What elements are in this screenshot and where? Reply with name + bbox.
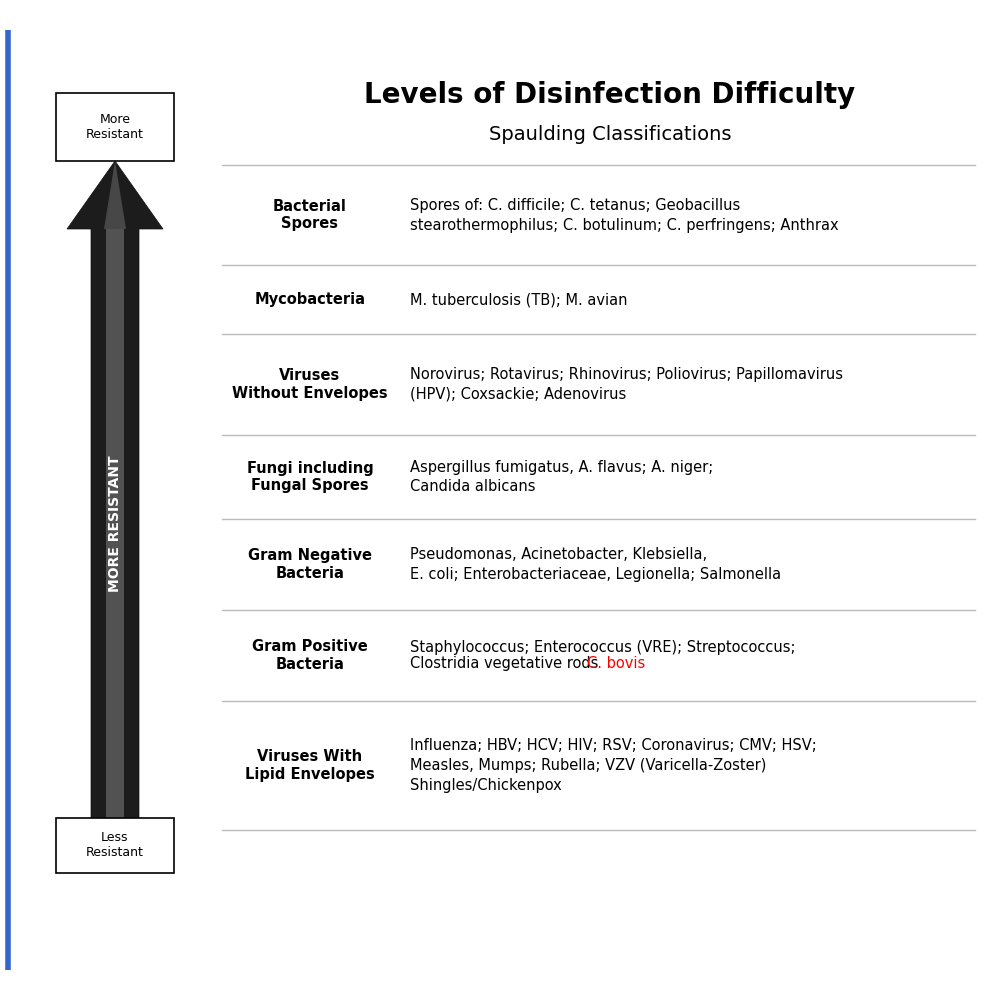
Polygon shape — [67, 161, 163, 818]
Text: M. tuberculosis (TB); M. avian: M. tuberculosis (TB); M. avian — [410, 292, 628, 307]
Text: Aspergillus fumigatus, A. flavus; A. niger;
Candida albicans: Aspergillus fumigatus, A. flavus; A. nig… — [410, 460, 713, 494]
Polygon shape — [104, 161, 126, 229]
Text: Gram Negative
Bacteria: Gram Negative Bacteria — [248, 548, 372, 581]
Text: C. bovis: C. bovis — [587, 656, 645, 671]
Text: Less
Resistant: Less Resistant — [86, 831, 144, 859]
Text: Levels of Disinfection Difficulty: Levels of Disinfection Difficulty — [364, 81, 856, 109]
Text: Viruses
Without Envelopes: Viruses Without Envelopes — [232, 368, 388, 401]
Text: Fungi including
Fungal Spores: Fungi including Fungal Spores — [247, 461, 373, 493]
Text: Bacterial
Spores: Bacterial Spores — [273, 199, 347, 231]
Polygon shape — [106, 229, 124, 818]
Text: Pseudomonas, Acinetobacter, Klebsiella,
E. coli; Enterobacteriaceae, Legionella;: Pseudomonas, Acinetobacter, Klebsiella, … — [410, 547, 781, 582]
Text: Influenza; HBV; HCV; HIV; RSV; Coronavirus; CMV; HSV;
Measles, Mumps; Rubella; V: Influenza; HBV; HCV; HIV; RSV; Coronavir… — [410, 738, 817, 793]
Text: Staphylococcus; Enterococcus (VRE); Streptococcus;: Staphylococcus; Enterococcus (VRE); Stre… — [410, 640, 796, 655]
Text: Norovirus; Rotavirus; Rhinovirus; Poliovirus; Papillomavirus
(HPV); Coxsackie; A: Norovirus; Rotavirus; Rhinovirus; Poliov… — [410, 367, 843, 402]
Text: Gram Positive
Bacteria: Gram Positive Bacteria — [252, 639, 368, 672]
Text: MORE RESISTANT: MORE RESISTANT — [108, 455, 122, 592]
Text: More
Resistant: More Resistant — [86, 113, 144, 141]
FancyBboxPatch shape — [56, 93, 174, 161]
Text: Spores of: C. difficile; C. tetanus; Geobacillus
stearothermophilus; C. botulinu: Spores of: C. difficile; C. tetanus; Geo… — [410, 198, 839, 233]
Text: Clostridia vegetative rods: Clostridia vegetative rods — [410, 656, 608, 671]
Text: Viruses With
Lipid Envelopes: Viruses With Lipid Envelopes — [245, 749, 375, 782]
FancyBboxPatch shape — [56, 818, 174, 872]
Text: Mycobacteria: Mycobacteria — [254, 292, 366, 307]
Text: Spaulding Classifications: Spaulding Classifications — [489, 125, 731, 144]
